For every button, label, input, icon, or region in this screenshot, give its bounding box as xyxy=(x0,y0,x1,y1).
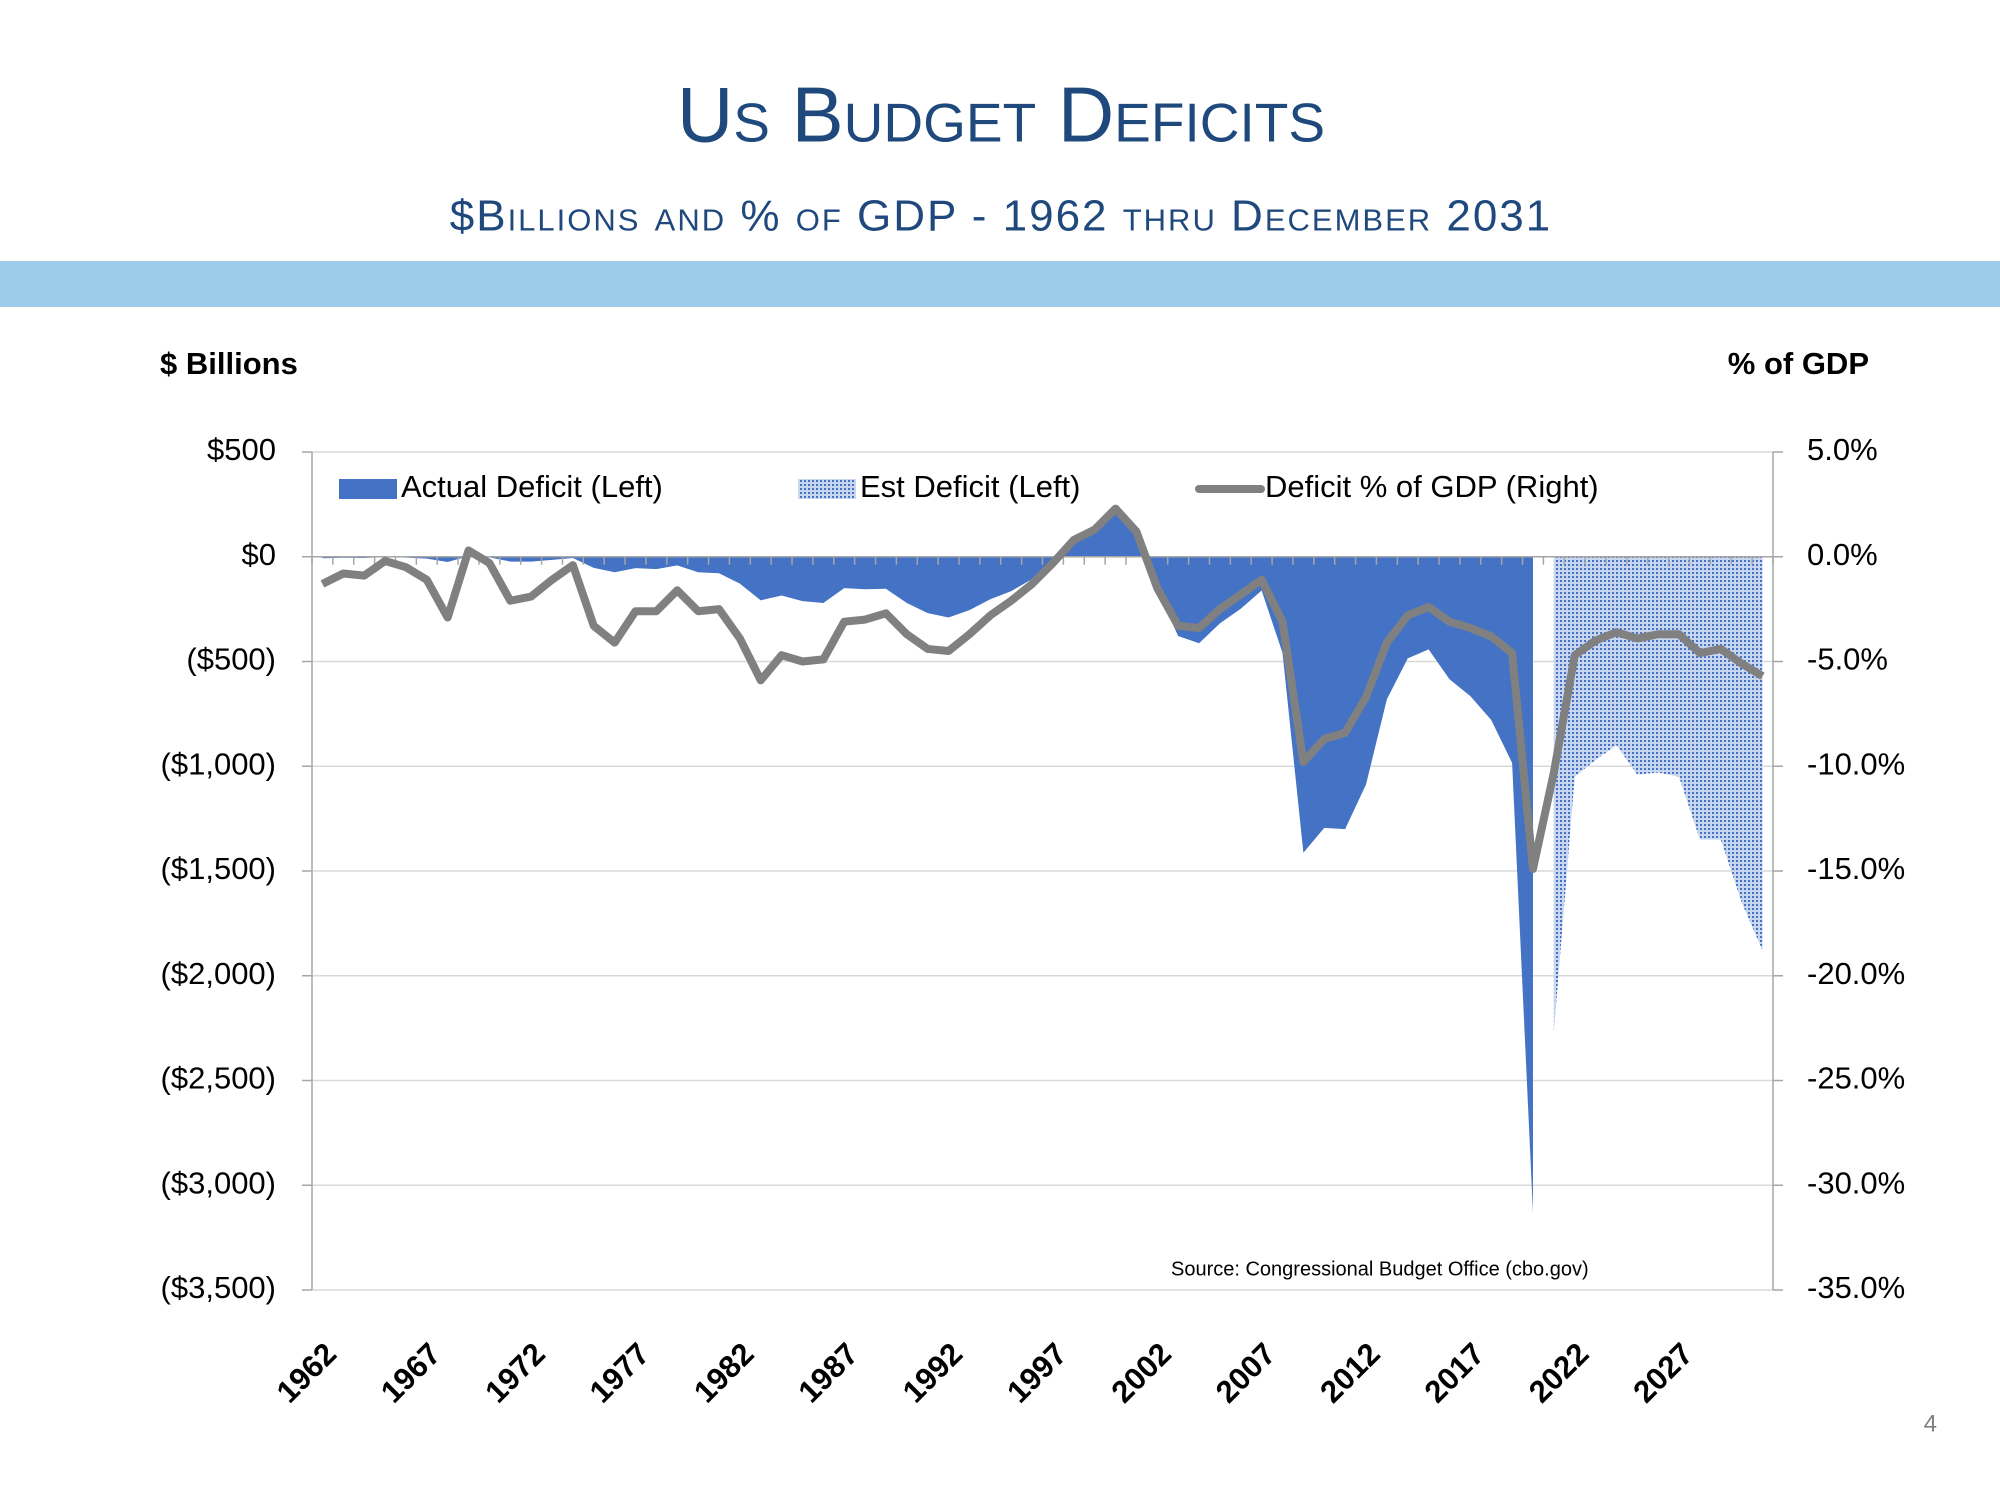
y-tick-label: ($3,000) xyxy=(161,1165,276,1200)
legend-label: Actual Deficit (Left) xyxy=(401,469,663,504)
y2-tick-label: -25.0% xyxy=(1807,1061,1905,1096)
y-tick-label: $500 xyxy=(207,432,276,467)
legend-swatch xyxy=(339,479,397,499)
y2-tick-label: -10.0% xyxy=(1807,746,1905,781)
legend-label: Deficit % of GDP (Right) xyxy=(1265,469,1599,504)
area xyxy=(322,507,1533,1213)
y2-tick-label: -30.0% xyxy=(1807,1165,1905,1200)
y-tick-label: ($2,000) xyxy=(161,956,276,991)
area xyxy=(1553,556,1763,1033)
y2-tick-label: 5.0% xyxy=(1807,432,1878,467)
y-tick-label: ($2,500) xyxy=(161,1061,276,1096)
legend-label: Est Deficit (Left) xyxy=(860,469,1081,504)
y-tick-label: ($3,500) xyxy=(161,1270,276,1305)
y-axis-title: $ Billions xyxy=(160,346,298,381)
y-tick-label: ($1,000) xyxy=(161,746,276,781)
source-note: Source: Congressional Budget Office (cbo… xyxy=(1171,1258,1589,1280)
chart-subtitle: $Billions and % of GDP - 1962 thru Decem… xyxy=(450,192,1553,241)
page-number: 4 xyxy=(1924,1410,1937,1437)
y2-tick-label: -20.0% xyxy=(1807,956,1905,991)
chart-title: Us Budget Deficits xyxy=(677,71,1325,159)
line xyxy=(320,504,1765,873)
y2-tick-label: -15.0% xyxy=(1807,851,1905,886)
y2-tick-label: 0.0% xyxy=(1807,537,1878,572)
y-tick-label: ($500) xyxy=(186,642,276,677)
y-tick-label: ($1,500) xyxy=(161,851,276,886)
legend-swatch xyxy=(798,479,856,499)
header-band xyxy=(0,261,2000,307)
y2-axis-title: % of GDP xyxy=(1728,346,1869,381)
y-tick-label: $0 xyxy=(242,537,276,572)
y2-tick-label: -35.0% xyxy=(1807,1270,1905,1305)
y2-tick-label: -5.0% xyxy=(1807,642,1888,677)
